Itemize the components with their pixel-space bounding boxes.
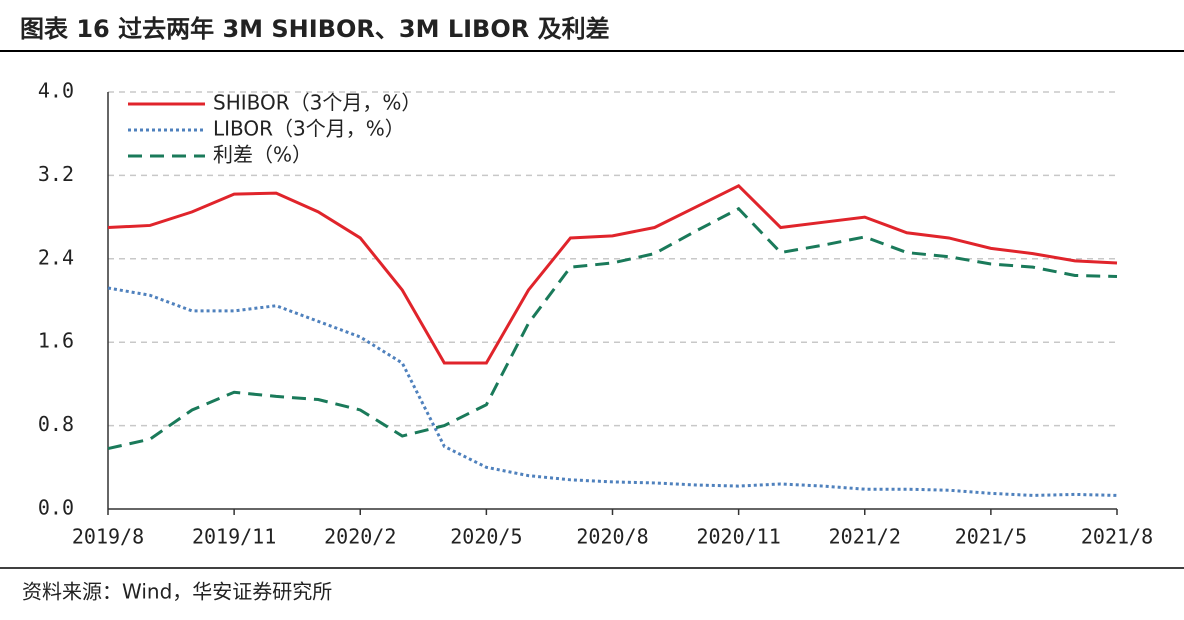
y-tick-label: 3.2	[38, 162, 74, 186]
chart-title: 图表 16 过去两年 3M SHIBOR、3M LIBOR 及利差	[20, 15, 610, 43]
y-tick-label: 2.4	[38, 245, 74, 269]
x-tick-label: 2020/11	[696, 525, 780, 549]
y-tick-label: 4.0	[38, 79, 74, 103]
x-tick-label: 2019/11	[192, 525, 276, 549]
y-tick-label: 1.6	[38, 329, 74, 353]
x-tick-label: 2019/8	[72, 525, 144, 549]
legend-label: SHIBOR（3个月，%）	[213, 91, 421, 115]
legend-label: 利差（%）	[213, 143, 312, 167]
x-tick-label: 2020/5	[450, 525, 522, 549]
legend-label: LIBOR（3个月，%）	[213, 117, 405, 141]
x-tick-label: 2021/8	[1081, 525, 1153, 549]
x-tick-label: 2020/8	[576, 525, 648, 549]
source: 资料来源：Wind，华安证券研究所	[22, 580, 332, 604]
line-series	[107, 184, 1118, 365]
line-series	[107, 286, 1118, 497]
y-tick-label: 0.0	[38, 496, 74, 520]
x-tick-label: 2021/2	[829, 525, 901, 549]
y-tick-label: 0.8	[38, 412, 74, 436]
x-tick-label: 2020/2	[324, 525, 396, 549]
x-tick-label: 2021/5	[955, 525, 1027, 549]
line-series	[107, 206, 1118, 450]
